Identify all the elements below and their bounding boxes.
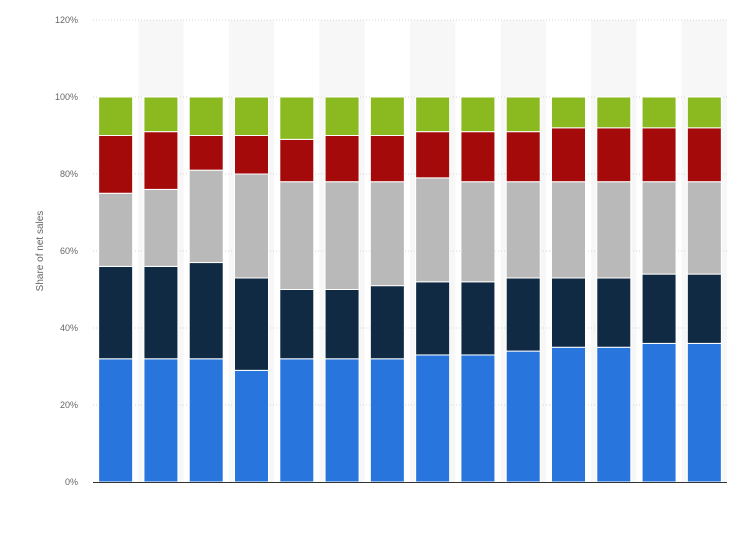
bar-segment-series-3 (279, 181, 315, 290)
bar-segment-series-1 (234, 369, 269, 483)
y-tick-label: 60% (60, 246, 78, 256)
bar-segment-series-3 (98, 192, 134, 267)
y-tick-label: 0% (65, 477, 78, 487)
bar-segment-series-2 (641, 273, 677, 344)
bar-segment-series-4 (551, 127, 586, 183)
bar-segment-series-2 (324, 289, 360, 360)
bar-segment-series-4 (279, 138, 315, 183)
bar-segment-series-4 (686, 127, 722, 183)
bar-segment-series-5 (324, 96, 360, 136)
bar-segment-series-3 (369, 181, 405, 287)
bar-segment-series-5 (98, 96, 134, 136)
bar-segment-series-3 (234, 173, 269, 279)
bar-segment-series-1 (686, 342, 722, 483)
bar-segment-series-4 (415, 131, 451, 179)
bar-segment-series-4 (369, 135, 405, 183)
bar-segment-series-4 (98, 135, 134, 194)
bar-segment-series-5 (369, 96, 405, 136)
bar-segment-series-2 (143, 265, 179, 360)
bar-segment-series-1 (641, 342, 677, 483)
bar-segment-series-1 (415, 354, 451, 483)
bars (98, 96, 722, 483)
bar-segment-series-4 (188, 135, 224, 171)
bar-segment-series-5 (505, 96, 541, 133)
bar-segment-series-1 (369, 358, 405, 483)
bar-segment-series-5 (143, 96, 179, 133)
bar-segment-series-1 (188, 358, 224, 483)
bar-segment-series-2 (686, 273, 722, 344)
bar-segment-series-1 (98, 358, 134, 483)
bar-segment-series-2 (279, 289, 315, 360)
bar-segment-series-2 (551, 277, 586, 348)
y-tick-label: 20% (60, 400, 78, 410)
bar-segment-series-4 (234, 135, 269, 175)
bar-segment-series-3 (551, 181, 586, 279)
bar-segment-series-4 (641, 127, 677, 183)
bar-segment-series-3 (415, 177, 451, 283)
bar-segment-series-3 (596, 181, 632, 279)
bar-segment-series-1 (324, 358, 360, 483)
bar-segment-series-3 (686, 181, 722, 275)
y-tick-label: 80% (60, 169, 78, 179)
bar-segment-series-5 (686, 96, 722, 129)
bar-segment-series-2 (596, 277, 632, 348)
bar-segment-series-5 (279, 96, 315, 140)
bar-segment-series-5 (234, 96, 269, 136)
bar-segment-series-5 (415, 96, 451, 133)
bar-segment-series-3 (460, 181, 496, 283)
bar-segment-series-4 (505, 131, 541, 183)
bar-segment-series-2 (369, 285, 405, 360)
bar-segment-series-1 (460, 354, 496, 483)
bar-segment-series-1 (551, 346, 586, 483)
bar-segment-series-2 (98, 265, 134, 360)
y-tick-label: 100% (55, 92, 78, 102)
bar-segment-series-2 (505, 277, 541, 352)
y-axis-ticks: 0% 20% 40% 60% 80% 100% 120% (55, 15, 78, 487)
y-axis-title: Share of net sales (35, 211, 46, 292)
bar-segment-series-2 (188, 262, 224, 360)
bar-segment-series-5 (551, 96, 586, 129)
bar-segment-series-5 (460, 96, 496, 133)
bar-segment-series-5 (188, 96, 224, 136)
bar-segment-series-1 (279, 358, 315, 483)
bar-segment-series-3 (324, 181, 360, 290)
y-tick-label: 40% (60, 323, 78, 333)
bar-segment-series-3 (143, 188, 179, 267)
bar-segment-series-1 (505, 350, 541, 483)
bar-segment-series-5 (641, 96, 677, 129)
bar-segment-series-2 (460, 281, 496, 356)
bar-segment-series-4 (324, 135, 360, 183)
bar-segment-series-4 (596, 127, 632, 183)
bar-segment-series-5 (596, 96, 632, 129)
bar-segment-series-1 (143, 358, 179, 483)
y-tick-label: 120% (55, 15, 78, 25)
bar-segment-series-2 (415, 281, 451, 356)
bar-segment-series-4 (460, 131, 496, 183)
bar-segment-series-4 (143, 131, 179, 190)
bar-segment-series-1 (596, 346, 632, 483)
bar-segment-series-3 (641, 181, 677, 275)
bar-segment-series-2 (234, 277, 269, 371)
bar-segment-series-3 (505, 181, 541, 279)
bar-segment-series-3 (188, 169, 224, 264)
